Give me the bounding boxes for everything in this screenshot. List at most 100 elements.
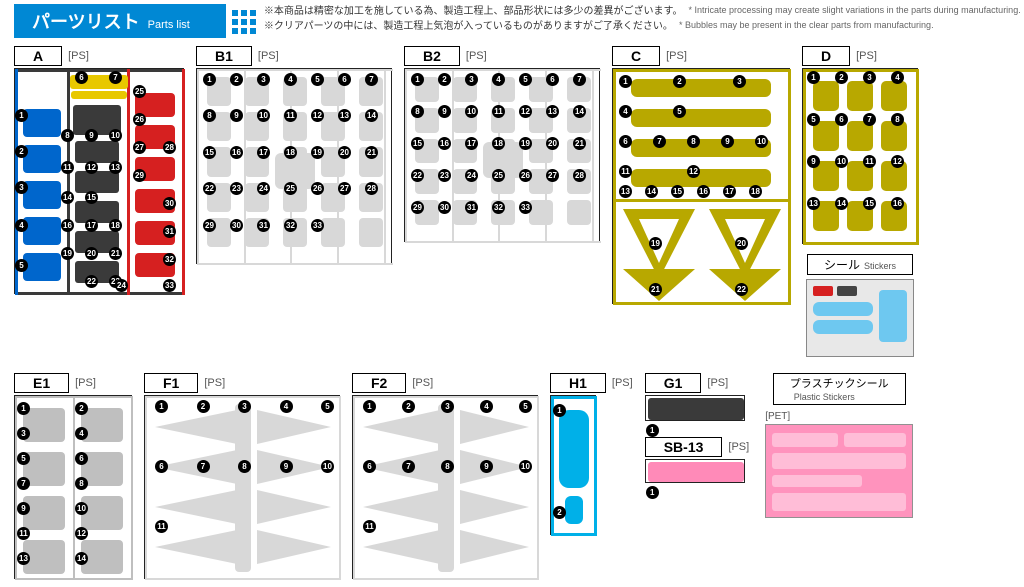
- part-number: 9: [807, 155, 820, 168]
- part-number: 16: [697, 185, 710, 198]
- part-number: 21: [109, 247, 122, 260]
- part-number: 12: [891, 155, 904, 168]
- part-number: 1: [203, 73, 216, 86]
- sprue-line: [67, 69, 70, 295]
- runner-material: [PS]: [204, 377, 225, 389]
- part-number: 1: [15, 109, 28, 122]
- part-number: 10: [519, 460, 532, 473]
- runner-frame: 1234567891011121314151617181920212223242…: [14, 68, 184, 294]
- part-number: 29: [411, 201, 424, 214]
- runner-material: [PS]: [466, 50, 487, 62]
- part-number: 14: [573, 105, 586, 118]
- part-number: 31: [257, 219, 270, 232]
- part-number: 31: [163, 225, 176, 238]
- runner-F2: F2 [PS] 1234567891011: [352, 373, 538, 579]
- sprue-line: [353, 396, 355, 580]
- part-number: 19: [519, 137, 532, 150]
- part-number: 11: [619, 165, 632, 178]
- part-number: 25: [492, 169, 505, 182]
- part-number: 7: [197, 460, 210, 473]
- part-number: 6: [363, 460, 376, 473]
- part-number: 11: [492, 105, 505, 118]
- sprue-part: [847, 81, 873, 111]
- part-number: 25: [133, 85, 146, 98]
- sprue-part: [565, 496, 583, 524]
- runner-label: SB-13: [645, 437, 723, 457]
- runner-label: A: [14, 46, 62, 66]
- part-number: 17: [85, 219, 98, 232]
- part-number: 2: [230, 73, 243, 86]
- sprue-part: [23, 496, 65, 530]
- part-number: 10: [755, 135, 768, 148]
- sprue-line: [182, 69, 185, 295]
- part-number: 13: [619, 185, 632, 198]
- part-number: 18: [109, 219, 122, 232]
- part-number: 28: [573, 169, 586, 182]
- part-number: 16: [438, 137, 451, 150]
- sprue-part: [844, 433, 906, 447]
- runner-frame: 1234567891011121314151617181920212223242…: [404, 68, 600, 242]
- runner-material: [PS]: [707, 377, 728, 389]
- runner-A: A [PS] 123456789101112131415161718192021…: [14, 46, 184, 294]
- runner-frame: 1: [645, 459, 745, 483]
- part-number: 11: [17, 527, 30, 540]
- part-number: 11: [155, 520, 168, 533]
- row-2: E1 [PS] 1234567891011121314 F1 [PS] 1234…: [14, 373, 1010, 579]
- part-number: 7: [109, 71, 122, 84]
- part-number: 13: [807, 197, 820, 210]
- part-number: 5: [311, 73, 324, 86]
- part-number: 6: [619, 135, 632, 148]
- sprue-part: [631, 139, 771, 157]
- part-number: 4: [75, 427, 88, 440]
- runner-label: H1: [550, 373, 606, 393]
- part-number: 9: [17, 502, 30, 515]
- sprue-part: [881, 81, 907, 111]
- sprue-part: [648, 398, 744, 420]
- sticker-label: シールStickers: [807, 254, 913, 275]
- part-number: 15: [203, 146, 216, 159]
- part-number: 5: [519, 73, 532, 86]
- sprue-line: [197, 263, 393, 265]
- part-number: 23: [230, 182, 243, 195]
- sprue-line: [537, 396, 539, 580]
- part-number: 12: [687, 165, 700, 178]
- sprue-part: [155, 490, 331, 524]
- sprue-part: [23, 109, 61, 137]
- part-number: 15: [85, 191, 98, 204]
- part-number: 1: [553, 404, 566, 417]
- part-number: 11: [363, 520, 376, 533]
- part-number: 7: [863, 113, 876, 126]
- part-number: 7: [17, 477, 30, 490]
- part-number: 5: [673, 105, 686, 118]
- part-number: 2: [673, 75, 686, 88]
- part-number: 2: [835, 71, 848, 84]
- runner-label: G1: [645, 373, 702, 393]
- runner-frame: 1234567891011121314151617181920212223242…: [196, 68, 392, 264]
- part-number: 6: [75, 71, 88, 84]
- part-number: 8: [891, 113, 904, 126]
- sprue-part: [529, 200, 553, 225]
- part-number: 6: [338, 73, 351, 86]
- runner-B2: B2 [PS] 12345678910111213141516171819202…: [404, 46, 600, 242]
- sticker-frame: [765, 424, 913, 518]
- runner-G1: G1 [PS] 1: [645, 373, 749, 421]
- part-number: 33: [519, 201, 532, 214]
- part-number: 7: [402, 460, 415, 473]
- sprue-part: [559, 410, 589, 488]
- part-number: 27: [546, 169, 559, 182]
- parts-grid: A [PS] 123456789101112131415161718192021…: [0, 38, 1024, 587]
- part-number: 24: [465, 169, 478, 182]
- part-number: 10: [109, 129, 122, 142]
- sprue-part: [813, 302, 873, 316]
- sprue-line: [405, 69, 407, 243]
- sprue-part: [75, 171, 119, 193]
- part-number: 20: [735, 237, 748, 250]
- part-number: 2: [438, 73, 451, 86]
- part-number: 3: [15, 181, 28, 194]
- part-number: 9: [438, 105, 451, 118]
- sprue-line: [15, 292, 185, 295]
- part-number: 20: [338, 146, 351, 159]
- part-number: 32: [163, 253, 176, 266]
- part-number: 30: [163, 197, 176, 210]
- runner-material: [PS]: [75, 377, 96, 389]
